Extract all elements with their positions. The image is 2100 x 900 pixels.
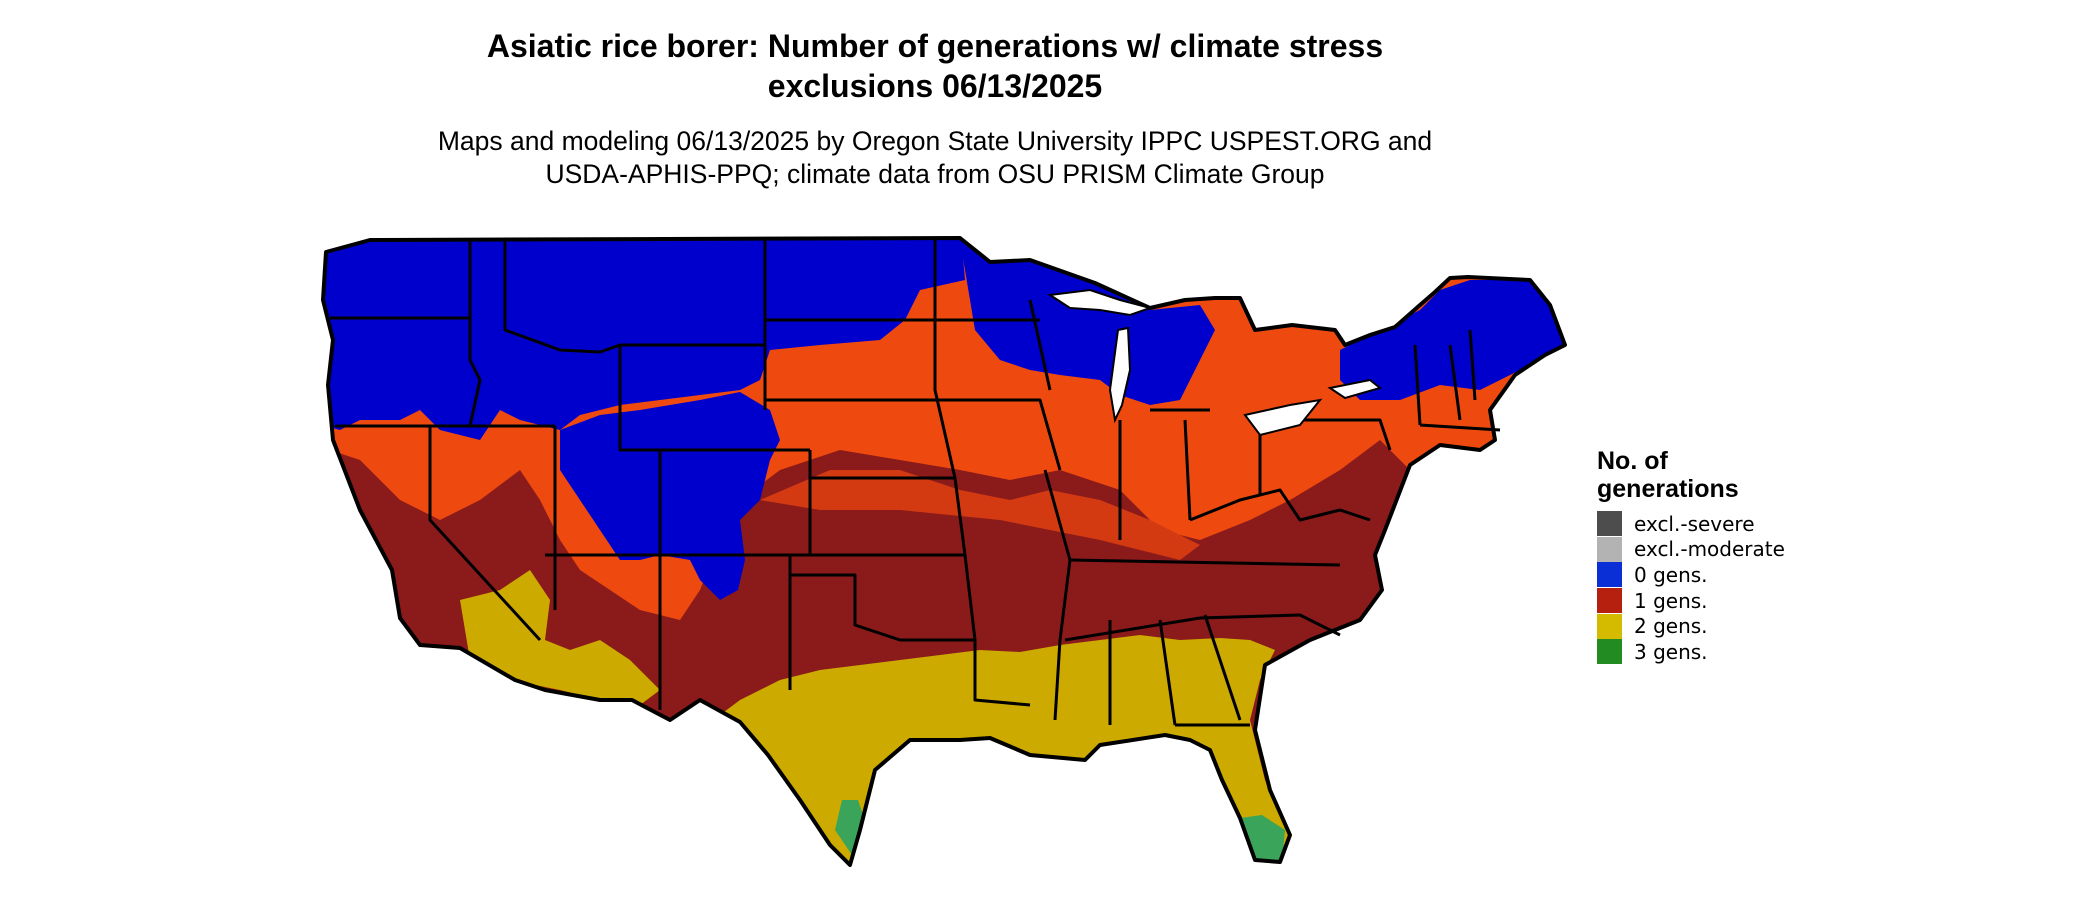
legend-item-2-gens: 2 gens. — [1597, 613, 1785, 639]
legend-item-3-gens: 3 gens. — [1597, 639, 1785, 665]
great-lakes — [1047, 288, 1383, 437]
state-borders — [330, 238, 1501, 727]
map-subtitle-line-2: USDA-APHIS-PPQ; climate data from OSU PR… — [545, 159, 1325, 189]
legend-title-line-2: generations — [1597, 475, 1739, 503]
legend-label: 3 gens. — [1634, 639, 1708, 664]
fill-three-gen-florida — [1240, 815, 1285, 862]
legend-swatch-excl-severe — [1597, 511, 1622, 537]
legend-title-line-1: No. of — [1597, 447, 1668, 475]
fill-zero-gen-rockies — [560, 392, 780, 600]
fill-zero-gen-great-lakes — [960, 240, 1215, 405]
map-title-line-2: exclusions 06/13/2025 — [767, 68, 1103, 104]
fill-one-gen-orange-mid — [760, 470, 1200, 560]
legend-label: 1 gens. — [1634, 588, 1708, 613]
fill-two-gen-southwest — [460, 570, 660, 705]
legend-item-excl-moderate: excl.-moderate — [1597, 536, 1785, 563]
legend-label: 0 gens. — [1634, 562, 1708, 587]
legend-title: No. of generations — [1597, 447, 1785, 503]
generation-fill — [323, 238, 1565, 865]
legend-label: excl.-moderate — [1634, 537, 1785, 562]
legend-swatch-1-gens — [1597, 588, 1622, 614]
legend-swatch-3-gens — [1597, 639, 1622, 665]
legend-swatch-2-gens — [1597, 613, 1622, 639]
legend-swatch-excl-moderate — [1597, 536, 1622, 562]
legend-item-excl-severe: excl.-severe — [1597, 511, 1785, 537]
us-outline — [321, 236, 1567, 867]
fill-zero-gen-north — [323, 238, 965, 440]
legend-label: excl.-severe — [1634, 511, 1755, 536]
us-generations-map — [321, 236, 1567, 867]
legend-label: 2 gens. — [1634, 614, 1708, 639]
fill-zero-gen-northeast — [1340, 280, 1565, 400]
legend-swatch-0-gens — [1597, 562, 1622, 588]
legend-item-0-gens: 0 gens. — [1597, 562, 1785, 588]
map-subtitle-line-1: Maps and modeling 06/13/2025 by Oregon S… — [437, 126, 1433, 156]
legend: No. of generations excl.-severe excl.-mo… — [1597, 447, 1785, 665]
legend-item-1-gens: 1 gens. — [1597, 588, 1785, 614]
map-title-line-1: Asiatic rice borer: Number of generation… — [486, 28, 1384, 64]
